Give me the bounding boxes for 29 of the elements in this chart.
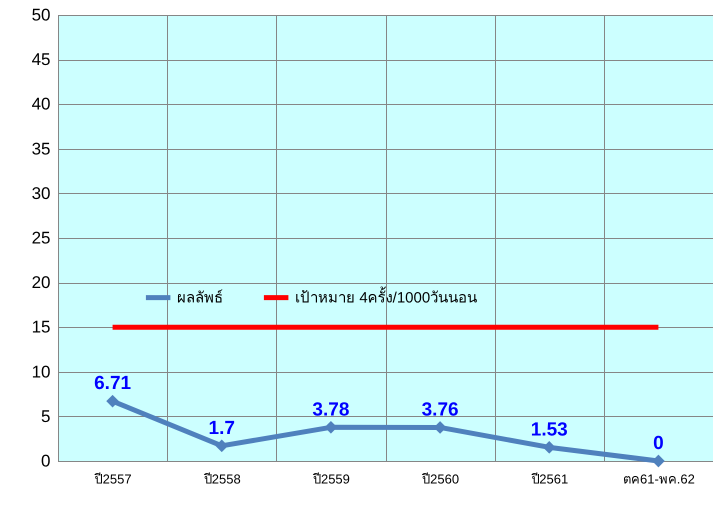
- point: [652, 454, 665, 468]
- y-tick-label: 20: [32, 273, 50, 292]
- data-label: 3.78: [312, 399, 350, 420]
- y-tick-label: 40: [32, 94, 50, 114]
- y-tick-label: 35: [32, 139, 50, 158]
- x-tick-label: ปี2557: [94, 472, 132, 486]
- point: [106, 394, 119, 408]
- data-label: 6.71: [94, 373, 132, 394]
- data-label: 1.7: [208, 418, 235, 439]
- data-label: 3.76: [422, 399, 459, 420]
- y-tick-label: 45: [32, 50, 50, 70]
- x-tick-label: ปี2558: [202, 472, 241, 486]
- y-tick-label: 50: [32, 6, 50, 24]
- y-tick-label: 25: [32, 228, 50, 248]
- legend-label: ผลลัพธ์: [177, 290, 224, 307]
- y-tick-label: 30: [32, 184, 50, 203]
- y-tick-label: 0: [41, 452, 50, 470]
- y-tick-label: 15: [32, 318, 50, 337]
- x-tick-label: ตค61-พค.62: [622, 472, 695, 486]
- point: [215, 440, 228, 452]
- y-tick-label: 10: [32, 362, 50, 382]
- y-tick-label: 5: [41, 406, 50, 426]
- data-label: 0: [653, 433, 664, 454]
- x-tick-label: ปี2560: [421, 472, 460, 486]
- data-label: 1.53: [530, 419, 568, 440]
- x-tick-label: ปี2561: [530, 472, 568, 486]
- point: [542, 441, 556, 454]
- x-tick-label: ปี2559: [312, 472, 350, 486]
- legend-label: เป้าหมาย 4ครั้ง/1000วันนอน: [295, 286, 478, 307]
